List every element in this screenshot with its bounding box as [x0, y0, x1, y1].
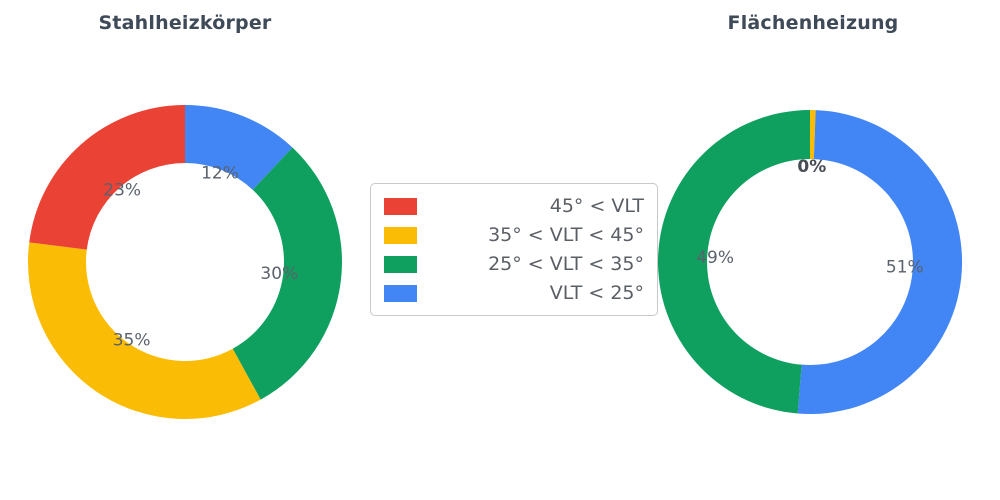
donut-chart-flaechenheizung: 0% 51% 49%: [657, 110, 963, 415]
legend-label-blue: VLT < 25°: [549, 282, 644, 304]
legend-label-red: 45° < VLT: [549, 195, 644, 217]
donut-slice-yellow: [28, 242, 261, 420]
slice-percent-label: 23%: [103, 181, 141, 201]
donut-slice-yellow: [810, 110, 816, 160]
donut-slice-red: [29, 105, 185, 250]
legend-swatch-red: [384, 197, 417, 215]
slice-percent-label: 51%: [886, 258, 924, 278]
legend-label-yellow: 35° < VLT < 45°: [488, 224, 644, 246]
slice-percent-label: 0%: [797, 157, 826, 177]
legend-swatch-green: [384, 255, 417, 273]
legend-item-blue: VLT < 25°: [384, 282, 644, 304]
slice-percent-label: 12%: [201, 164, 239, 184]
slice-percent-label: 49%: [696, 248, 734, 268]
slice-percent-label: 30%: [260, 264, 298, 284]
legend: 45° < VLT 35° < VLT < 45° 25° < VLT < 35…: [370, 183, 658, 316]
chart-title-flaechenheizung: Flächenheizung: [727, 12, 899, 34]
donut-slice-blue: [797, 110, 963, 415]
legend-label-green: 25° < VLT < 35°: [488, 253, 644, 275]
legend-swatch-yellow: [384, 226, 417, 244]
legend-item-red: 45° < VLT: [384, 195, 644, 217]
legend-swatch-blue: [384, 284, 417, 302]
donut-slice-blue: [185, 105, 293, 190]
chart-title-stahlheizkoerper: Stahlheizkörper: [98, 12, 272, 34]
donut-chart-stahlheizkoerper: 12% 30% 35% 23%: [28, 105, 343, 420]
legend-item-yellow: 35° < VLT < 45°: [384, 224, 644, 246]
donut-slice-green: [232, 147, 343, 400]
legend-item-green: 25° < VLT < 35°: [384, 253, 644, 275]
slice-percent-label: 35%: [113, 331, 151, 351]
donut-slice-green: [657, 110, 810, 414]
